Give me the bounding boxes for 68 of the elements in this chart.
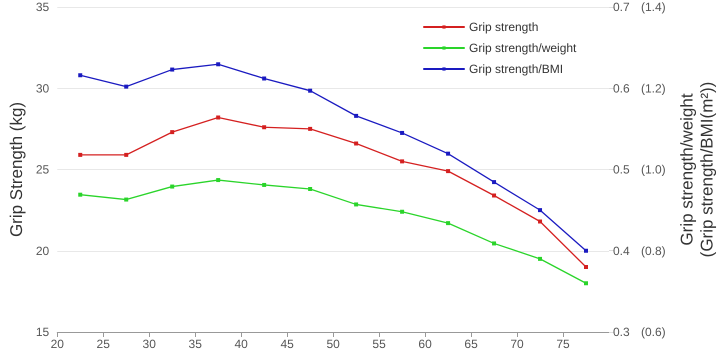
point [538,208,542,212]
y2-tick-label: 0.7 [613,0,630,14]
x-tick-label: 50 [326,337,340,351]
point [400,130,404,135]
x-tick-label: 30 [142,337,156,351]
point [400,210,404,214]
point [216,116,220,120]
x-tick-label: 55 [372,337,386,351]
point [492,194,496,198]
point [308,88,312,93]
x-tick-label: 70 [510,337,524,351]
point [584,248,588,253]
y2-tick-label: 0.6 [613,81,630,96]
point [400,159,404,164]
point [170,130,174,134]
point [308,187,312,191]
point [446,221,450,226]
point [262,125,266,130]
point [216,62,220,66]
legend-label: Grip strength/weight [469,41,578,55]
y2-tick-label: 0.4 [613,244,630,258]
y-tick-label: 20 [36,244,50,258]
y-axis-title: Grip Strength (kg) [7,102,26,238]
point [492,180,496,184]
y3-tick-label: (1.0) [641,162,666,176]
y2-axis-title: Grip strength/weight (Grip strength/BMI(m²)) [678,82,716,258]
x-tick-label: 35 [188,337,202,351]
y2-tick-label: 0.3 [613,325,630,339]
x-tick-label: 25 [96,337,110,351]
point [124,152,128,157]
x-tick-label: 60 [418,337,432,351]
y3-tick-label: (0.8) [641,244,666,258]
y-tick-label: 25 [36,162,50,176]
point [446,169,450,174]
x-tick-label: 40 [234,337,248,351]
legend-label: Grip strength [469,20,538,34]
y3-tick-label: (0.6) [641,325,666,339]
point [78,152,82,157]
y-tick-label: 35 [36,0,50,14]
y3-tick-label: (1.2) [641,81,666,96]
x-tick-label: 75 [556,337,570,351]
point [170,68,174,72]
point [262,182,266,187]
x-tick-label: 65 [464,337,478,351]
point [538,220,542,224]
point [354,142,358,146]
point [78,192,82,197]
point [308,126,312,131]
y-tick-label: 30 [36,81,50,96]
point [354,202,358,206]
point [584,265,588,269]
point [492,241,496,246]
x-tick-label: 45 [280,337,294,351]
point [538,256,542,261]
point [262,76,266,80]
y2-tick-label: 0.5 [613,162,630,176]
point [584,281,588,286]
point [216,178,220,182]
point [124,198,128,202]
legend-label: Grip strength/BMI [469,62,564,76]
point [446,152,450,156]
y3-tick-label: (1.4) [641,0,666,14]
point [124,84,128,89]
x-tick-label: 20 [50,337,64,351]
point [78,73,82,78]
y-tick-label: 15 [36,325,50,339]
point [170,184,174,189]
point [354,114,358,118]
